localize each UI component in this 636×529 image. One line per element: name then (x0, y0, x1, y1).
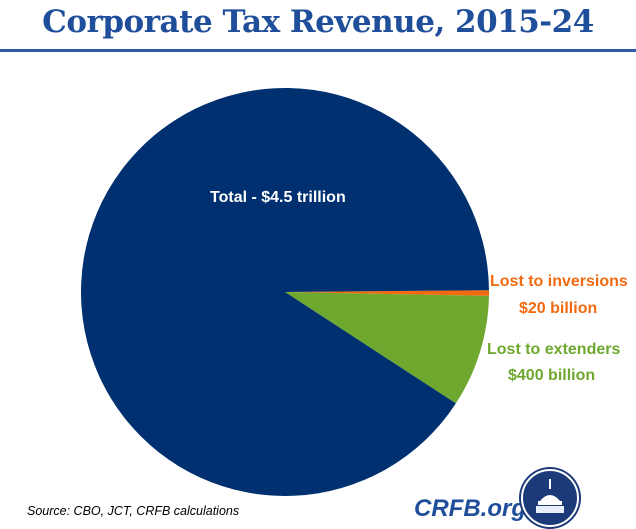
chart-title: Corporate Tax Revenue, 2015-24 (42, 4, 594, 40)
inversions-value: $20 billion (519, 300, 598, 317)
title-divider (0, 49, 636, 52)
brand-logo-text[interactable]: CRFB.org (414, 495, 526, 522)
pie-slice-lost-to-extenders (285, 292, 489, 404)
total-label: Total - $4.5 trillion (210, 189, 346, 206)
extenders-label: Lost to extenders (487, 341, 621, 358)
capitol-seal-icon (521, 469, 579, 527)
source-note: Source: CBO, JCT, CRFB calculations (27, 504, 240, 518)
extenders-value: $400 billion (508, 367, 596, 384)
pie-slice-lost-to-inversions (285, 290, 489, 296)
inversions-label: Lost to inversions (490, 273, 628, 290)
pie-slice-total (81, 88, 489, 497)
